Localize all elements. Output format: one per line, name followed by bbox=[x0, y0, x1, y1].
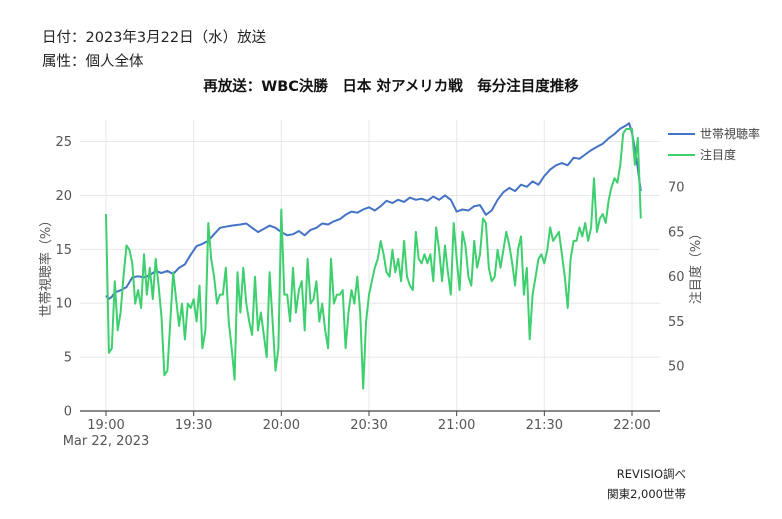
y-left-tick-label: 25 bbox=[55, 135, 72, 150]
x-tick-label: 21:00 bbox=[438, 418, 475, 433]
y-left-axis-title: 世帯視聴率（%） bbox=[38, 214, 54, 317]
data-source: REVISIO調べ bbox=[616, 467, 686, 481]
x-tick-label: 19:30 bbox=[175, 418, 212, 433]
x-tick-label: 20:30 bbox=[350, 418, 387, 433]
y-right-tick-label: 65 bbox=[668, 225, 685, 240]
y-right-tick-label: 70 bbox=[668, 181, 685, 196]
y-left-tick-label: 15 bbox=[55, 243, 72, 258]
attention-line bbox=[105, 128, 642, 390]
x-tick-label: 20:00 bbox=[263, 418, 300, 433]
y-right-tick-label: 50 bbox=[668, 360, 685, 375]
sample-size: 関東2,000世帯 bbox=[607, 487, 686, 501]
y-right-tick-label: 55 bbox=[668, 315, 685, 330]
y-right-axis-title: 注目度（%） bbox=[688, 227, 704, 304]
series-layer bbox=[105, 122, 642, 390]
legend-label: 世帯視聴率 bbox=[700, 126, 760, 141]
x-tick-label: 22:00 bbox=[613, 418, 650, 433]
axis-layer: 0 5 10 15 20 25 50 55 60 65 70 19:00 19:30 20:00 20:30… bbox=[38, 135, 704, 449]
y-left-tick-label: 20 bbox=[55, 189, 72, 204]
audience-attribute: 属性：個人全体 bbox=[42, 54, 144, 70]
chart-title: 再放送：WBC決勝 日本 対アメリカ戦 毎分注目度推移 bbox=[203, 79, 579, 95]
legend-label: 注目度 bbox=[700, 147, 736, 162]
y-left-tick-label: 10 bbox=[55, 297, 72, 312]
broadcast-date: 日付：2023年3月22日（水）放送 bbox=[42, 30, 267, 46]
x-tick-label: 19:00 bbox=[87, 418, 124, 433]
x-axis-date-label: Mar 22, 2023 bbox=[63, 434, 150, 449]
household-rating-line bbox=[105, 122, 642, 300]
y-left-tick-label: 5 bbox=[64, 351, 72, 366]
x-tick-label: 21:30 bbox=[526, 418, 563, 433]
grid-layer bbox=[80, 120, 660, 411]
y-right-tick-label: 60 bbox=[668, 270, 685, 285]
y-left-tick-label: 0 bbox=[64, 405, 72, 420]
